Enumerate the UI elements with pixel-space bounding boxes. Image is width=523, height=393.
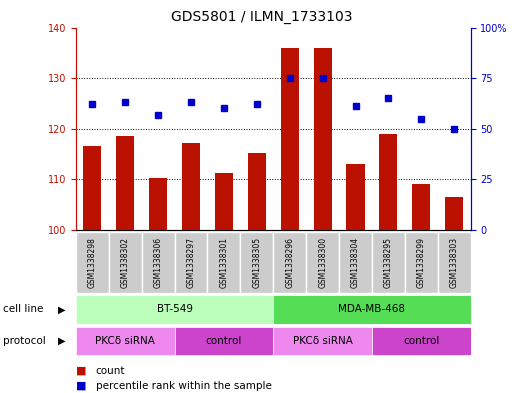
Text: GSM1338302: GSM1338302 [121, 237, 130, 288]
Text: count: count [96, 365, 125, 376]
Bar [445, 197, 463, 230]
Text: cell line: cell line [3, 305, 43, 314]
Bar [339, 232, 372, 293]
Bar [149, 178, 167, 230]
Text: ■: ■ [76, 365, 86, 376]
Bar [182, 143, 200, 230]
Text: percentile rank within the sample: percentile rank within the sample [96, 381, 271, 391]
Bar [215, 173, 233, 230]
Text: GSM1338300: GSM1338300 [318, 237, 327, 288]
Bar [175, 232, 208, 293]
Bar [273, 296, 471, 324]
Text: GSM1338296: GSM1338296 [285, 237, 294, 288]
Text: MDA-MB-468: MDA-MB-468 [338, 305, 405, 314]
Bar [273, 232, 306, 293]
Bar [76, 327, 175, 355]
Text: ▶: ▶ [58, 305, 65, 314]
Text: ▶: ▶ [58, 336, 65, 346]
Text: GSM1338304: GSM1338304 [351, 237, 360, 288]
Text: GSM1338298: GSM1338298 [88, 237, 97, 288]
Bar [76, 232, 109, 293]
Bar [248, 153, 266, 230]
Text: GSM1338306: GSM1338306 [154, 237, 163, 288]
Text: GSM1338303: GSM1338303 [450, 237, 459, 288]
Bar [109, 232, 142, 293]
Bar [346, 164, 365, 230]
Bar [438, 232, 471, 293]
Bar [83, 147, 101, 230]
Text: GSM1338297: GSM1338297 [187, 237, 196, 288]
Bar [175, 327, 273, 355]
Bar [281, 48, 299, 230]
Text: control: control [403, 336, 439, 346]
Bar [306, 232, 339, 293]
Bar [273, 327, 372, 355]
Bar [241, 232, 273, 293]
Bar [208, 232, 241, 293]
Text: PKCδ siRNA: PKCδ siRNA [293, 336, 353, 346]
Text: control: control [206, 336, 242, 346]
Bar [405, 232, 438, 293]
Bar [116, 136, 134, 230]
Text: GDS5801 / ILMN_1733103: GDS5801 / ILMN_1733103 [170, 10, 353, 24]
Bar [76, 296, 273, 324]
Bar [412, 184, 430, 230]
Bar [372, 232, 405, 293]
Text: GSM1338295: GSM1338295 [384, 237, 393, 288]
Bar [314, 48, 332, 230]
Text: GSM1338299: GSM1338299 [417, 237, 426, 288]
Bar [379, 134, 397, 230]
Text: PKCδ siRNA: PKCδ siRNA [95, 336, 155, 346]
Bar [372, 327, 471, 355]
Text: BT-549: BT-549 [156, 305, 192, 314]
Text: GSM1338305: GSM1338305 [252, 237, 262, 288]
Text: GSM1338301: GSM1338301 [220, 237, 229, 288]
Text: ■: ■ [76, 381, 86, 391]
Text: protocol: protocol [3, 336, 46, 346]
Bar [142, 232, 175, 293]
